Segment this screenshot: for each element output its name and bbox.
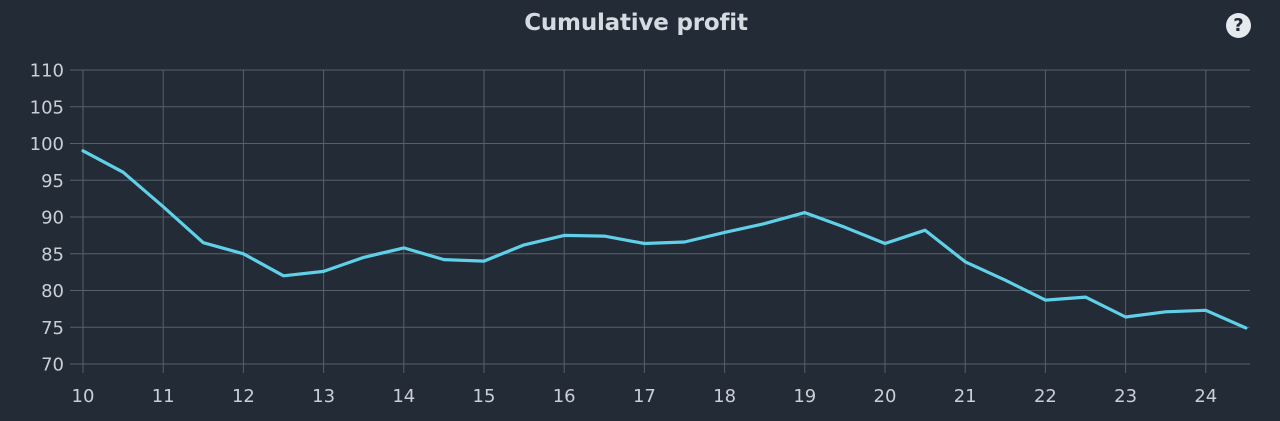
help-icon[interactable]: ? [1226, 13, 1251, 38]
x-tick-label: 14 [392, 386, 415, 407]
x-tick-label: 18 [713, 386, 736, 407]
x-tick-label: 15 [473, 386, 496, 407]
grid-layer [70, 69, 1250, 373]
y-tick-label: 100 [30, 134, 64, 155]
x-tick-label: 20 [874, 386, 897, 407]
x-tick-label: 19 [793, 386, 816, 407]
series-layer [81, 149, 1248, 330]
x-tick-label: 11 [152, 386, 175, 407]
y-tick-label: 75 [41, 318, 64, 339]
x-tick-label: 22 [1034, 386, 1057, 407]
y-tick-label: 95 [41, 171, 64, 192]
x-tick-label: 21 [954, 386, 977, 407]
x-tick-label: 17 [633, 386, 656, 407]
x-tick-label: 12 [232, 386, 255, 407]
y-tick-label: 90 [41, 208, 64, 229]
x-tick-label: 24 [1194, 386, 1217, 407]
x-tick-label: 13 [312, 386, 335, 407]
y-tick-label: 105 [30, 97, 64, 118]
chart-title: Cumulative profit [524, 10, 748, 36]
y-tick-label: 85 [41, 244, 64, 265]
y-tick-label: 110 [30, 61, 64, 82]
tick-layer: 70 75 80 85 90 95 100 105 110 10 11 12 13 14 15 16 17 18 1… [30, 61, 1218, 408]
y-tick-label: 70 [41, 355, 64, 376]
x-tick-label: 23 [1114, 386, 1137, 407]
y-tick-label: 80 [41, 281, 64, 302]
x-tick-label: 16 [553, 386, 576, 407]
x-tick-label: 10 [72, 386, 95, 407]
profit-series-line [81, 149, 1248, 330]
